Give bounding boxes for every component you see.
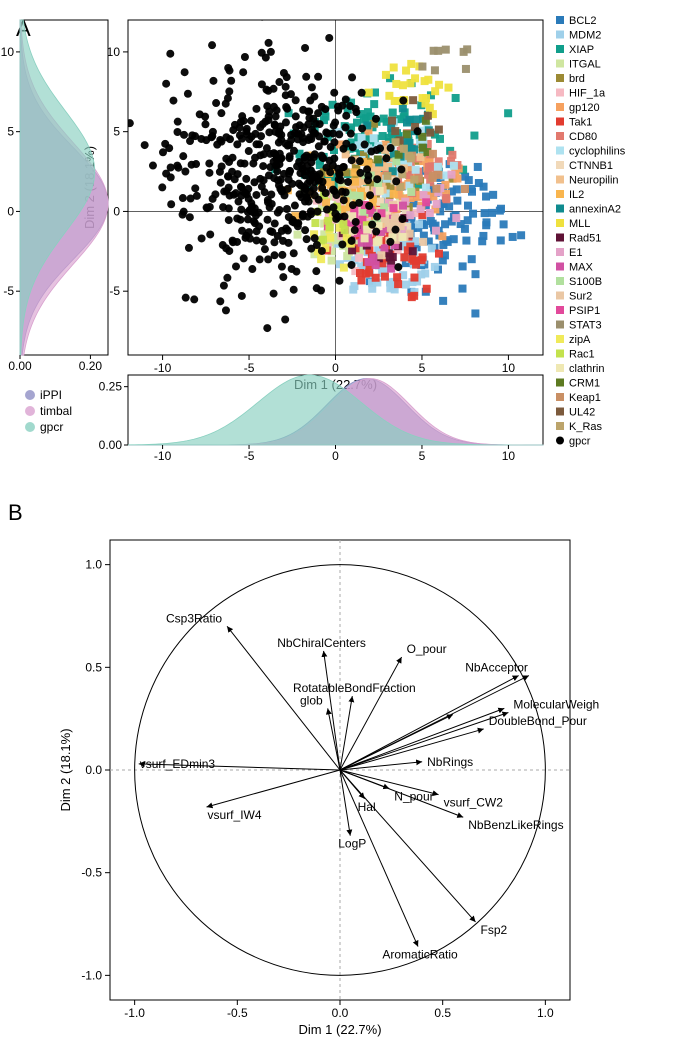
scatter-plot: -10-50510-50510Dim 1 (22.7%)Dim 2 (18.1%… [82, 0, 543, 392]
svg-text:0.00: 0.00 [8, 359, 32, 373]
svg-text:DoubleBond_Pour: DoubleBond_Pour [489, 714, 587, 728]
density-bottom: -10 -5 0 5 10 0.00 0.25 [99, 375, 543, 463]
svg-text:LogP: LogP [338, 837, 366, 851]
svg-text:10: 10 [502, 449, 516, 463]
svg-text:zipA: zipA [569, 334, 591, 346]
svg-text:HIF_1a: HIF_1a [569, 88, 606, 100]
svg-text:5: 5 [419, 449, 426, 463]
svg-text:brd: brd [569, 73, 585, 85]
svg-text:-5: -5 [3, 284, 14, 298]
svg-text:-5: -5 [109, 284, 120, 298]
svg-text:10: 10 [1, 45, 15, 59]
svg-text:0.0: 0.0 [85, 763, 102, 777]
svg-text:5: 5 [113, 125, 120, 139]
density-left: -5 0 5 10 0.00 0.20 [1, 20, 108, 373]
svg-text:0.0: 0.0 [332, 1006, 349, 1020]
svg-text:10: 10 [502, 361, 516, 375]
svg-text:XIAP: XIAP [569, 44, 594, 56]
legend-mini: iPPI timbal gpcr [25, 388, 72, 434]
svg-text:O_pour: O_pour [407, 642, 447, 656]
svg-text:Rad51: Rad51 [569, 233, 601, 245]
svg-text:gpcr: gpcr [40, 420, 63, 434]
svg-text:-0.5: -0.5 [81, 866, 102, 880]
figure-svg: -10 -5 0 5 10 -5 0 5 10 Dim 1 (22.7%) Dim 2 (18.1%… [0, 0, 685, 1043]
svg-text:NbRings: NbRings [427, 755, 473, 769]
svg-text:NbAcceptor: NbAcceptor [465, 661, 528, 675]
svg-text:5: 5 [7, 125, 14, 139]
svg-text:CTNNB1: CTNNB1 [569, 160, 613, 172]
svg-text:MDM2: MDM2 [569, 30, 601, 42]
svg-text:BCL2: BCL2 [569, 15, 597, 27]
svg-text:1.0: 1.0 [85, 558, 102, 572]
svg-text:MAX: MAX [569, 262, 594, 274]
svg-text:-10: -10 [154, 361, 172, 375]
svg-text:0.00: 0.00 [99, 438, 123, 452]
svg-text:CRM1: CRM1 [569, 378, 600, 390]
svg-text:1.0: 1.0 [537, 1006, 554, 1020]
svg-text:vsurf_EDmin3: vsurf_EDmin3 [140, 757, 216, 771]
svg-text:-1.0: -1.0 [124, 1006, 145, 1020]
svg-text:S100B: S100B [569, 276, 602, 288]
svg-text:NbChiralCenters: NbChiralCenters [277, 636, 366, 650]
svg-text:Neuropilin: Neuropilin [569, 175, 619, 187]
svg-text:Fsp2: Fsp2 [481, 923, 508, 937]
svg-text:0: 0 [332, 449, 339, 463]
svg-text:timbal: timbal [40, 404, 72, 418]
svg-text:gpcr: gpcr [569, 436, 591, 448]
svg-text:UL42: UL42 [569, 407, 595, 419]
svg-text:0: 0 [332, 361, 339, 375]
svg-text:vsurf_IW4: vsurf_IW4 [208, 808, 262, 822]
svg-text:Rac1: Rac1 [569, 349, 595, 361]
svg-text:Dim 2 (18.1%): Dim 2 (18.1%) [58, 728, 73, 811]
svg-text:cyclophilins: cyclophilins [569, 146, 626, 158]
svg-text:IL2: IL2 [569, 189, 584, 201]
svg-text:E1: E1 [569, 247, 582, 259]
figure: A B -10-50510-50510Dim 1 (22.7%)Dim 2 (1… [0, 0, 685, 1043]
svg-text:10: 10 [107, 45, 121, 59]
svg-text:0.20: 0.20 [79, 359, 103, 373]
svg-text:CD80: CD80 [569, 131, 597, 143]
svg-text:Dim 1 (22.7%): Dim 1 (22.7%) [298, 1022, 381, 1037]
svg-text:-5: -5 [244, 449, 255, 463]
svg-text:-1.0: -1.0 [81, 968, 102, 982]
svg-text:Tak1: Tak1 [569, 117, 592, 129]
svg-text:0.5: 0.5 [434, 1006, 451, 1020]
svg-text:MolecularWeigh: MolecularWeigh [513, 698, 599, 712]
svg-text:annexinA2: annexinA2 [569, 204, 621, 216]
svg-text:glob: glob [300, 693, 323, 707]
svg-text:-0.5: -0.5 [227, 1006, 248, 1020]
svg-text:gp120: gp120 [569, 102, 600, 114]
loadings-plot: -1.0 -0.5 0.0 0.5 1.0 -1.0 -0.5 0.0 0.5 1.0 Dim 1 … [58, 540, 599, 1037]
svg-text:PSIP1: PSIP1 [569, 305, 600, 317]
legend-groups: BCL2 MDM2 XIAP ITGAL brd HIF_1a gp120 Tak1 CD80 c… [556, 15, 626, 448]
svg-text:AromaticRatio: AromaticRatio [382, 948, 458, 962]
svg-text:Csp3Ratio: Csp3Ratio [166, 611, 222, 625]
svg-text:0.5: 0.5 [85, 660, 102, 674]
svg-text:0: 0 [113, 204, 120, 218]
svg-text:-10: -10 [154, 449, 172, 463]
svg-text:-5: -5 [244, 361, 255, 375]
svg-text:MLL: MLL [569, 218, 590, 230]
svg-text:5: 5 [419, 361, 426, 375]
svg-text:Keap1: Keap1 [569, 392, 601, 404]
svg-text:0: 0 [7, 204, 14, 218]
svg-text:0.25: 0.25 [99, 380, 123, 394]
svg-text:iPPI: iPPI [40, 388, 62, 402]
svg-text:K_Ras: K_Ras [569, 421, 603, 433]
svg-text:ITGAL: ITGAL [569, 59, 601, 71]
svg-text:Sur2: Sur2 [569, 291, 592, 303]
svg-text:clathrin: clathrin [569, 363, 604, 375]
svg-text:NbBenzLikeRings: NbBenzLikeRings [468, 818, 563, 832]
svg-text:STAT3: STAT3 [569, 320, 602, 332]
svg-text:vsurf_CW2: vsurf_CW2 [444, 796, 504, 810]
